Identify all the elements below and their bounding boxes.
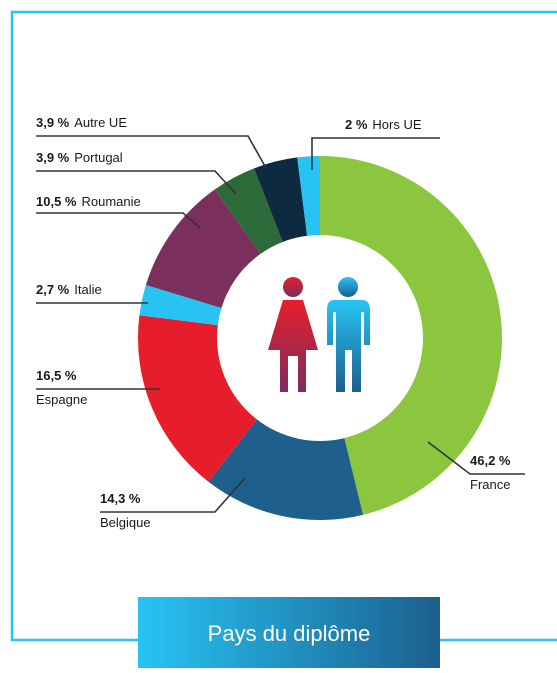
title-box: [138, 597, 440, 668]
value-label: 2,7 %: [36, 282, 70, 297]
leader-line: [427, 441, 525, 475]
category-label: Portugal: [74, 150, 123, 165]
value-label: 2 %: [345, 117, 368, 132]
label: 10,5 % Roumanie: [36, 194, 141, 209]
label: 3,9 % Portugal: [36, 150, 123, 165]
leader-line: [36, 212, 201, 229]
slice: [320, 156, 503, 515]
slice: [139, 285, 222, 326]
value-label: 14,3 %: [100, 491, 141, 506]
chart-title: Pays du diplôme: [208, 621, 371, 646]
slice: [208, 419, 364, 520]
category-label: Roumanie: [81, 194, 140, 209]
woman-icon: [268, 277, 318, 392]
slice: [254, 157, 308, 242]
label: 3,9 % Autre UE: [36, 115, 127, 130]
frame: [10, 10, 557, 642]
slice: [137, 315, 257, 482]
leader-line: [36, 170, 237, 195]
value-label: 16,5 %: [36, 368, 77, 383]
category-label: Espagne: [36, 392, 87, 407]
category-label: Belgique: [100, 515, 151, 530]
value-label: 3,9 %: [36, 150, 70, 165]
leader-line: [100, 477, 246, 513]
man-icon: [327, 277, 370, 392]
slice: [297, 156, 320, 236]
category-label: Autre UE: [74, 115, 127, 130]
leader-line: [36, 135, 267, 169]
donut: [137, 156, 503, 520]
leader-line: [311, 137, 440, 170]
value-label: 3,9 %: [36, 115, 70, 130]
category-label: Italie: [74, 282, 101, 297]
value-label: 46,2 %: [470, 453, 511, 468]
category-label: Hors UE: [372, 117, 421, 132]
label: 2 % Hors UE: [345, 117, 422, 132]
value-label: 10,5 %: [36, 194, 77, 209]
category-label: France: [470, 477, 510, 492]
slice: [145, 189, 261, 309]
label: 2,7 % Italie: [36, 282, 102, 297]
